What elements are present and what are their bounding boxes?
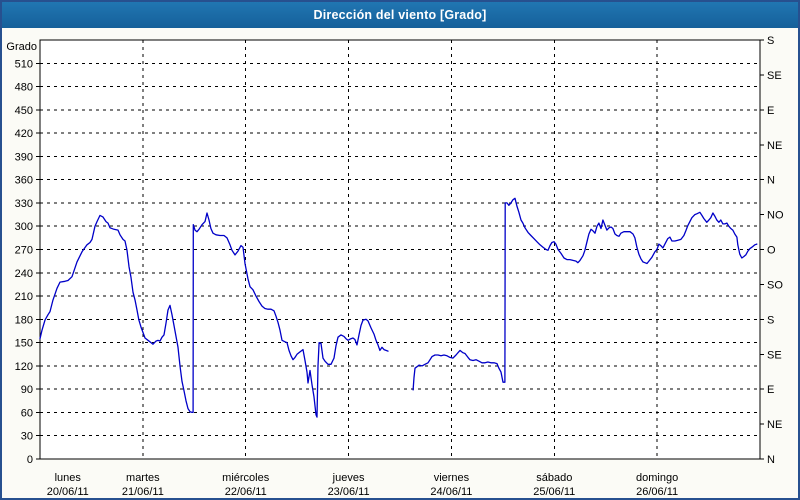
compass-label: E — [767, 384, 774, 396]
compass-label: E — [767, 105, 774, 117]
compass-label: N — [767, 175, 775, 187]
day-label: martes — [126, 472, 160, 484]
date-label: 26/06/11 — [636, 486, 678, 498]
y-left-tick-label: 240 — [15, 268, 33, 280]
date-label: 20/06/11 — [47, 486, 89, 498]
date-label: 23/06/11 — [328, 486, 370, 498]
date-label: 21/06/11 — [122, 486, 164, 498]
date-label: 22/06/11 — [225, 486, 267, 498]
y-left-tick-label: 0 — [27, 454, 33, 466]
y-left-tick-label: 60 — [21, 407, 33, 419]
day-label: miércoles — [222, 472, 270, 484]
date-label: 24/06/11 — [430, 486, 472, 498]
y-left-tick-label: 270 — [15, 245, 33, 257]
y-left-tick-label: 150 — [15, 338, 33, 350]
y-left-tick-label: 120 — [15, 361, 33, 373]
day-label: domingo — [636, 472, 678, 484]
day-label: lunes — [55, 472, 82, 484]
y-left-tick-label: 300 — [15, 221, 33, 233]
compass-label: SO — [767, 279, 783, 291]
compass-label: NE — [767, 140, 782, 152]
y-left-tick-label: 360 — [15, 175, 33, 187]
compass-label: S — [767, 35, 774, 47]
y-left-tick-label: 180 — [15, 314, 33, 326]
y-left-tick-label: 510 — [15, 58, 33, 70]
y-left-tick-label: 390 — [15, 151, 33, 163]
day-label: viernes — [434, 472, 470, 484]
compass-label: O — [767, 245, 776, 257]
compass-label: NE — [767, 419, 782, 431]
y-left-tick-label: 450 — [15, 105, 33, 117]
y-left-tick-label: 90 — [21, 384, 33, 396]
y-left-tick-label: 420 — [15, 128, 33, 140]
compass-label: N — [767, 454, 775, 466]
wind-direction-line — [412, 197, 758, 391]
page-title: Dirección del viento [Grado] — [313, 8, 487, 22]
compass-label: S — [767, 314, 774, 326]
compass-label: SE — [767, 70, 782, 82]
compass-label: NO — [767, 210, 784, 222]
compass-label: SE — [767, 349, 782, 361]
y-left-tick-label: 210 — [15, 291, 33, 303]
day-label: sábado — [536, 472, 572, 484]
y-left-tick-label: 480 — [15, 82, 33, 94]
y-left-tick-label: 330 — [15, 198, 33, 210]
title-bar: Dirección del viento [Grado] — [2, 2, 798, 28]
y-left-tick-label: 30 — [21, 431, 33, 443]
date-label: 25/06/11 — [533, 486, 575, 498]
wind-direction-line — [39, 212, 389, 418]
day-label: jueves — [332, 472, 365, 484]
y-axis-unit-label: Grado — [6, 41, 37, 53]
